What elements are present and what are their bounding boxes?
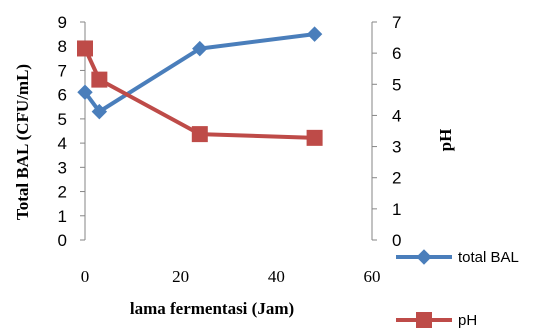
data-point	[192, 40, 208, 57]
left-tick-label: 9	[58, 13, 67, 32]
data-point	[77, 40, 93, 57]
data-point	[191, 126, 208, 143]
series-line	[83, 47, 315, 140]
x-tick-label: 60	[364, 267, 381, 286]
legend-label: pH	[458, 312, 477, 329]
legend-label: total BAL	[458, 249, 519, 266]
series-line	[83, 32, 315, 114]
x-tick-label: 40	[268, 267, 285, 286]
right-tick-label: 4	[392, 106, 401, 125]
axes: 0 1 2 3 4 5 6 7 8 9 0 1 2 3 4 5 6 7 0 20 40 60	[58, 13, 402, 286]
right-tick-label: 6	[392, 44, 401, 63]
x-axis-title: lama fermentasi (Jam)	[130, 299, 294, 318]
left-tick-label: 4	[58, 134, 67, 153]
right-axis-title: pH	[436, 129, 455, 152]
left-axis-title: Total BAL (CFU/mL)	[13, 64, 32, 220]
legend-marker	[416, 249, 432, 265]
x-tick-label: 0	[81, 267, 90, 286]
legend-marker	[416, 312, 432, 328]
left-tick-label: 6	[58, 86, 67, 105]
right-tick-label: 0	[392, 231, 401, 250]
right-tick-label: 7	[392, 13, 401, 32]
series-total-bal	[77, 26, 323, 120]
data-point	[306, 26, 323, 42]
left-tick-label: 7	[58, 61, 67, 80]
series-ph	[77, 40, 323, 146]
left-tick-label: 1	[58, 207, 67, 226]
legend-item: pH	[396, 312, 477, 329]
legend: total BAL pH	[396, 249, 519, 329]
data-point	[77, 84, 93, 100]
right-tick-label: 1	[392, 200, 401, 219]
x-tick-label: 20	[172, 267, 189, 286]
left-tick-label: 8	[58, 37, 67, 56]
legend-item: total BAL	[396, 249, 519, 266]
left-tick-label: 3	[58, 158, 67, 177]
left-tick-label: 2	[58, 183, 67, 202]
data-point	[306, 129, 323, 146]
right-tick-label: 3	[392, 138, 401, 157]
left-tick-label: 5	[58, 110, 67, 129]
series-layer	[77, 26, 323, 146]
right-tick-label: 2	[392, 169, 401, 188]
data-point	[91, 103, 108, 120]
data-point	[91, 71, 108, 88]
left-tick-label: 0	[58, 231, 67, 250]
right-tick-label: 5	[392, 75, 401, 94]
